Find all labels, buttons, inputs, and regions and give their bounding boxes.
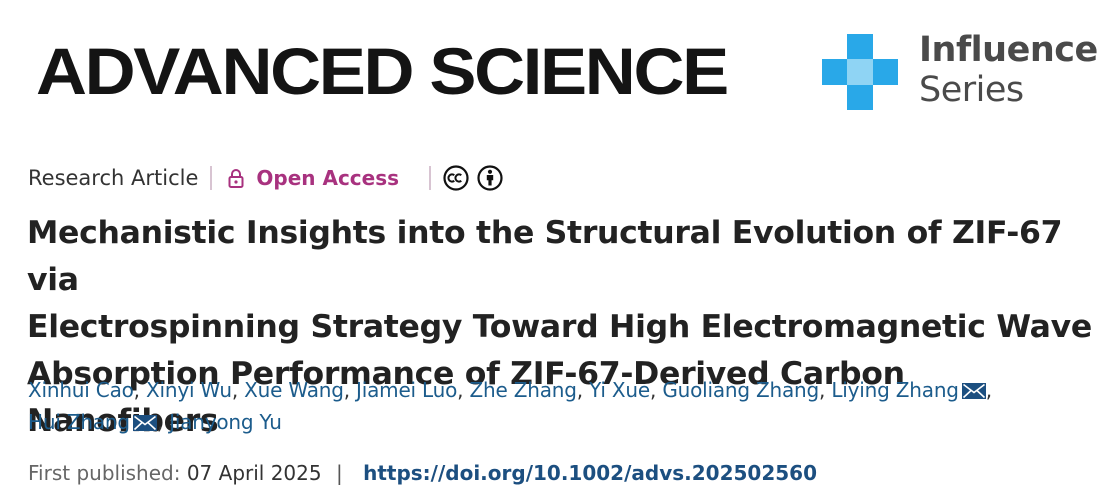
article-meta-row: Research Article Open Access (28, 163, 503, 193)
creative-commons-icon[interactable] (443, 165, 469, 191)
envelope-icon[interactable] (961, 383, 986, 399)
author-link[interactable]: Xinhui Cao (28, 378, 134, 402)
author-link[interactable]: Xue Wang (244, 378, 344, 402)
author-link[interactable]: Jianyong Yu (169, 410, 282, 434)
title-line: Electrospinning Strategy Toward High Ele… (27, 309, 1092, 345)
author-list: Xinhui Cao, Xinyi Wu, Xue Wang, Jiamei L… (28, 378, 992, 434)
publication-info: First published: 07 April 2025 | https:/… (28, 458, 817, 488)
title-line: Absorption Performance of ZIF-67-Derived… (27, 356, 905, 439)
author-link[interactable]: Hui Zhang (28, 410, 130, 434)
author-link[interactable]: Liying Zhang (831, 378, 959, 402)
article-type: Research Article (28, 166, 213, 190)
author-link[interactable]: Guoliang Zhang (662, 378, 820, 402)
envelope-icon[interactable] (132, 415, 157, 431)
author-link[interactable]: Yi Xue (589, 378, 650, 402)
series-line-2: Series (919, 70, 1024, 110)
author-link[interactable]: Zhe Zhang (469, 378, 577, 402)
license-icons[interactable] (443, 165, 503, 191)
author-link[interactable]: Xinyi Wu (146, 378, 232, 402)
title-line: Mechanistic Insights into the Structural… (27, 215, 1063, 298)
article-title: Mechanistic Insights into the Structural… (27, 210, 1097, 445)
influence-series-label: Influence Series (919, 30, 1098, 110)
attribution-icon[interactable] (477, 165, 503, 191)
journal-title: ADVANCED SCIENCE (36, 34, 729, 108)
open-access-label: Open Access (256, 166, 400, 190)
lock-icon (228, 169, 244, 188)
author-link[interactable]: Jiamei Luo (356, 378, 458, 402)
influence-series-logo-icon (822, 34, 898, 110)
series-line-1: Influence (919, 30, 1098, 70)
divider: | (335, 461, 343, 485)
open-access-badge[interactable]: Open Access (228, 166, 432, 190)
publication-date: 07 April 2025 (186, 461, 322, 485)
doi-link[interactable]: https://doi.org/10.1002/advs.202502560 (363, 461, 817, 485)
first-published-label: First published: (28, 461, 181, 485)
